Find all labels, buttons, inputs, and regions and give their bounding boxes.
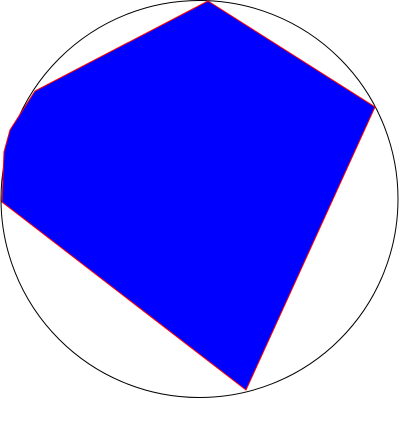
geometry-diagram xyxy=(0,0,406,421)
